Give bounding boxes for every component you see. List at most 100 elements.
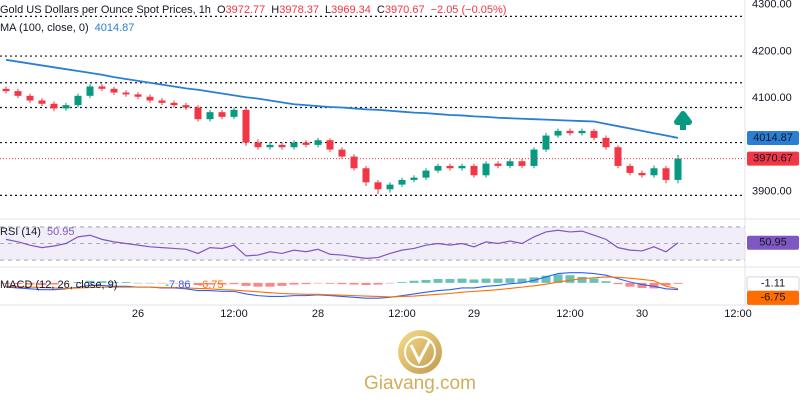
candle-body bbox=[134, 94, 142, 97]
watermark: Giavang.com bbox=[364, 330, 476, 394]
macd-histogram-bar bbox=[445, 279, 455, 283]
candle-body bbox=[542, 135, 550, 150]
candle-body bbox=[146, 96, 154, 101]
legend-item: 50.95 bbox=[47, 226, 75, 238]
candle-body bbox=[14, 91, 22, 96]
candle-body bbox=[338, 149, 346, 157]
macd-histogram-bar bbox=[541, 275, 551, 283]
candle-body bbox=[266, 144, 274, 148]
macd-histogram-bar bbox=[625, 282, 635, 287]
candle-body bbox=[278, 144, 286, 148]
macd-line bbox=[5, 272, 679, 299]
candle-body bbox=[386, 184, 394, 190]
candle-body bbox=[530, 149, 538, 166]
candle-body bbox=[242, 109, 250, 143]
candle-body bbox=[506, 161, 514, 166]
candle-body bbox=[350, 156, 358, 169]
macd-histogram-bar bbox=[457, 278, 467, 283]
macd-histogram-bar bbox=[157, 282, 167, 284]
legend-item: -6.75 bbox=[198, 279, 223, 291]
macd-histogram-bar bbox=[133, 282, 143, 284]
legend-item: H bbox=[271, 4, 279, 16]
candle-body bbox=[170, 102, 178, 106]
logo-check bbox=[409, 339, 432, 365]
legend-item: 3969.34 bbox=[331, 4, 371, 16]
macd-histogram-bar bbox=[337, 282, 347, 285]
macd-histogram-bar bbox=[37, 282, 47, 285]
legend-item: 3978.37 bbox=[279, 4, 319, 16]
candle-body bbox=[470, 165, 478, 176]
candle-body bbox=[554, 130, 562, 136]
candle-body bbox=[662, 168, 670, 180]
macd-histogram-bar bbox=[589, 278, 599, 283]
price-tag bbox=[747, 235, 799, 250]
macd-histogram-bar bbox=[73, 282, 83, 283]
logo-ring bbox=[404, 336, 436, 368]
macd-histogram-bar bbox=[217, 282, 227, 285]
candle-body bbox=[602, 137, 610, 148]
macd-histogram-bar bbox=[577, 276, 587, 283]
macd-histogram-bar bbox=[193, 282, 203, 285]
legend: RSI (14) 50.95 bbox=[0, 226, 75, 238]
candle-body bbox=[218, 112, 226, 117]
macd-histogram-bar bbox=[301, 282, 311, 285]
macd-histogram-bar bbox=[361, 282, 371, 285]
macd-histogram-bar bbox=[505, 278, 515, 283]
candle-body bbox=[458, 165, 466, 169]
macd-histogram-bar bbox=[61, 282, 71, 284]
candle-body bbox=[566, 130, 574, 134]
candle-body bbox=[398, 179, 406, 185]
macd-histogram-bar bbox=[601, 281, 611, 283]
y-tick-label: 4300.00 bbox=[752, 0, 792, 11]
price-tag-label: 4014.87 bbox=[753, 132, 793, 144]
candle-body bbox=[674, 158, 682, 180]
macd-histogram-bar bbox=[349, 282, 359, 285]
candle-body bbox=[482, 163, 490, 176]
ma-line bbox=[5, 58, 679, 139]
macd-histogram-bar bbox=[289, 282, 299, 285]
candle-body bbox=[314, 140, 322, 145]
y-tick-label: 4100.00 bbox=[752, 92, 792, 104]
candle-body bbox=[422, 170, 430, 178]
y-tick-label: 3900.00 bbox=[752, 186, 792, 198]
macd-histogram-bar bbox=[229, 282, 239, 285]
legend-item: L bbox=[325, 4, 331, 16]
candle-body bbox=[446, 165, 454, 169]
x-tick-label: 28 bbox=[312, 308, 324, 320]
candle-body bbox=[26, 95, 34, 101]
macd-histogram-bar bbox=[481, 278, 491, 283]
macd-histogram-bar bbox=[565, 275, 575, 283]
macd-histogram-bar bbox=[253, 282, 263, 287]
macd-histogram-bar bbox=[181, 282, 191, 284]
legend: Gold US Dollars per Ounce Spot Prices, 1… bbox=[0, 4, 506, 16]
macd-histogram-bar bbox=[85, 280, 95, 283]
macd-histogram-bar bbox=[205, 282, 215, 285]
legend-item: C bbox=[377, 4, 385, 16]
macd-histogram-bar bbox=[385, 282, 395, 284]
legend-item: 4014.87 bbox=[95, 22, 135, 34]
candle-body bbox=[410, 177, 418, 180]
macd-histogram-bar bbox=[25, 282, 35, 285]
x-tick-label: 26 bbox=[132, 308, 144, 320]
price-tag-label: 50.95 bbox=[759, 237, 787, 249]
macd-histogram-bar bbox=[373, 282, 383, 285]
candle-body bbox=[74, 95, 82, 106]
candle-body bbox=[194, 107, 202, 120]
macd-histogram-bar bbox=[469, 279, 479, 283]
candle-body bbox=[626, 165, 634, 173]
macd-histogram-bar bbox=[661, 282, 671, 286]
macd-histogram-bar bbox=[421, 279, 431, 283]
price-tag bbox=[747, 290, 799, 305]
macd-histogram-bar bbox=[1, 282, 11, 284]
candle-body bbox=[2, 88, 10, 92]
macd-histogram-bar bbox=[493, 278, 503, 283]
macd-histogram-bar bbox=[325, 282, 335, 284]
legend-item: O bbox=[217, 4, 226, 16]
legend-item: MA (100, close, 0) bbox=[0, 22, 89, 34]
macd-histogram-bar bbox=[673, 282, 683, 284]
candle-body bbox=[434, 165, 442, 171]
macd-histogram-bar bbox=[613, 282, 623, 285]
macd-histogram-bar bbox=[49, 282, 59, 285]
price-tag-label: -1.11 bbox=[761, 278, 785, 290]
